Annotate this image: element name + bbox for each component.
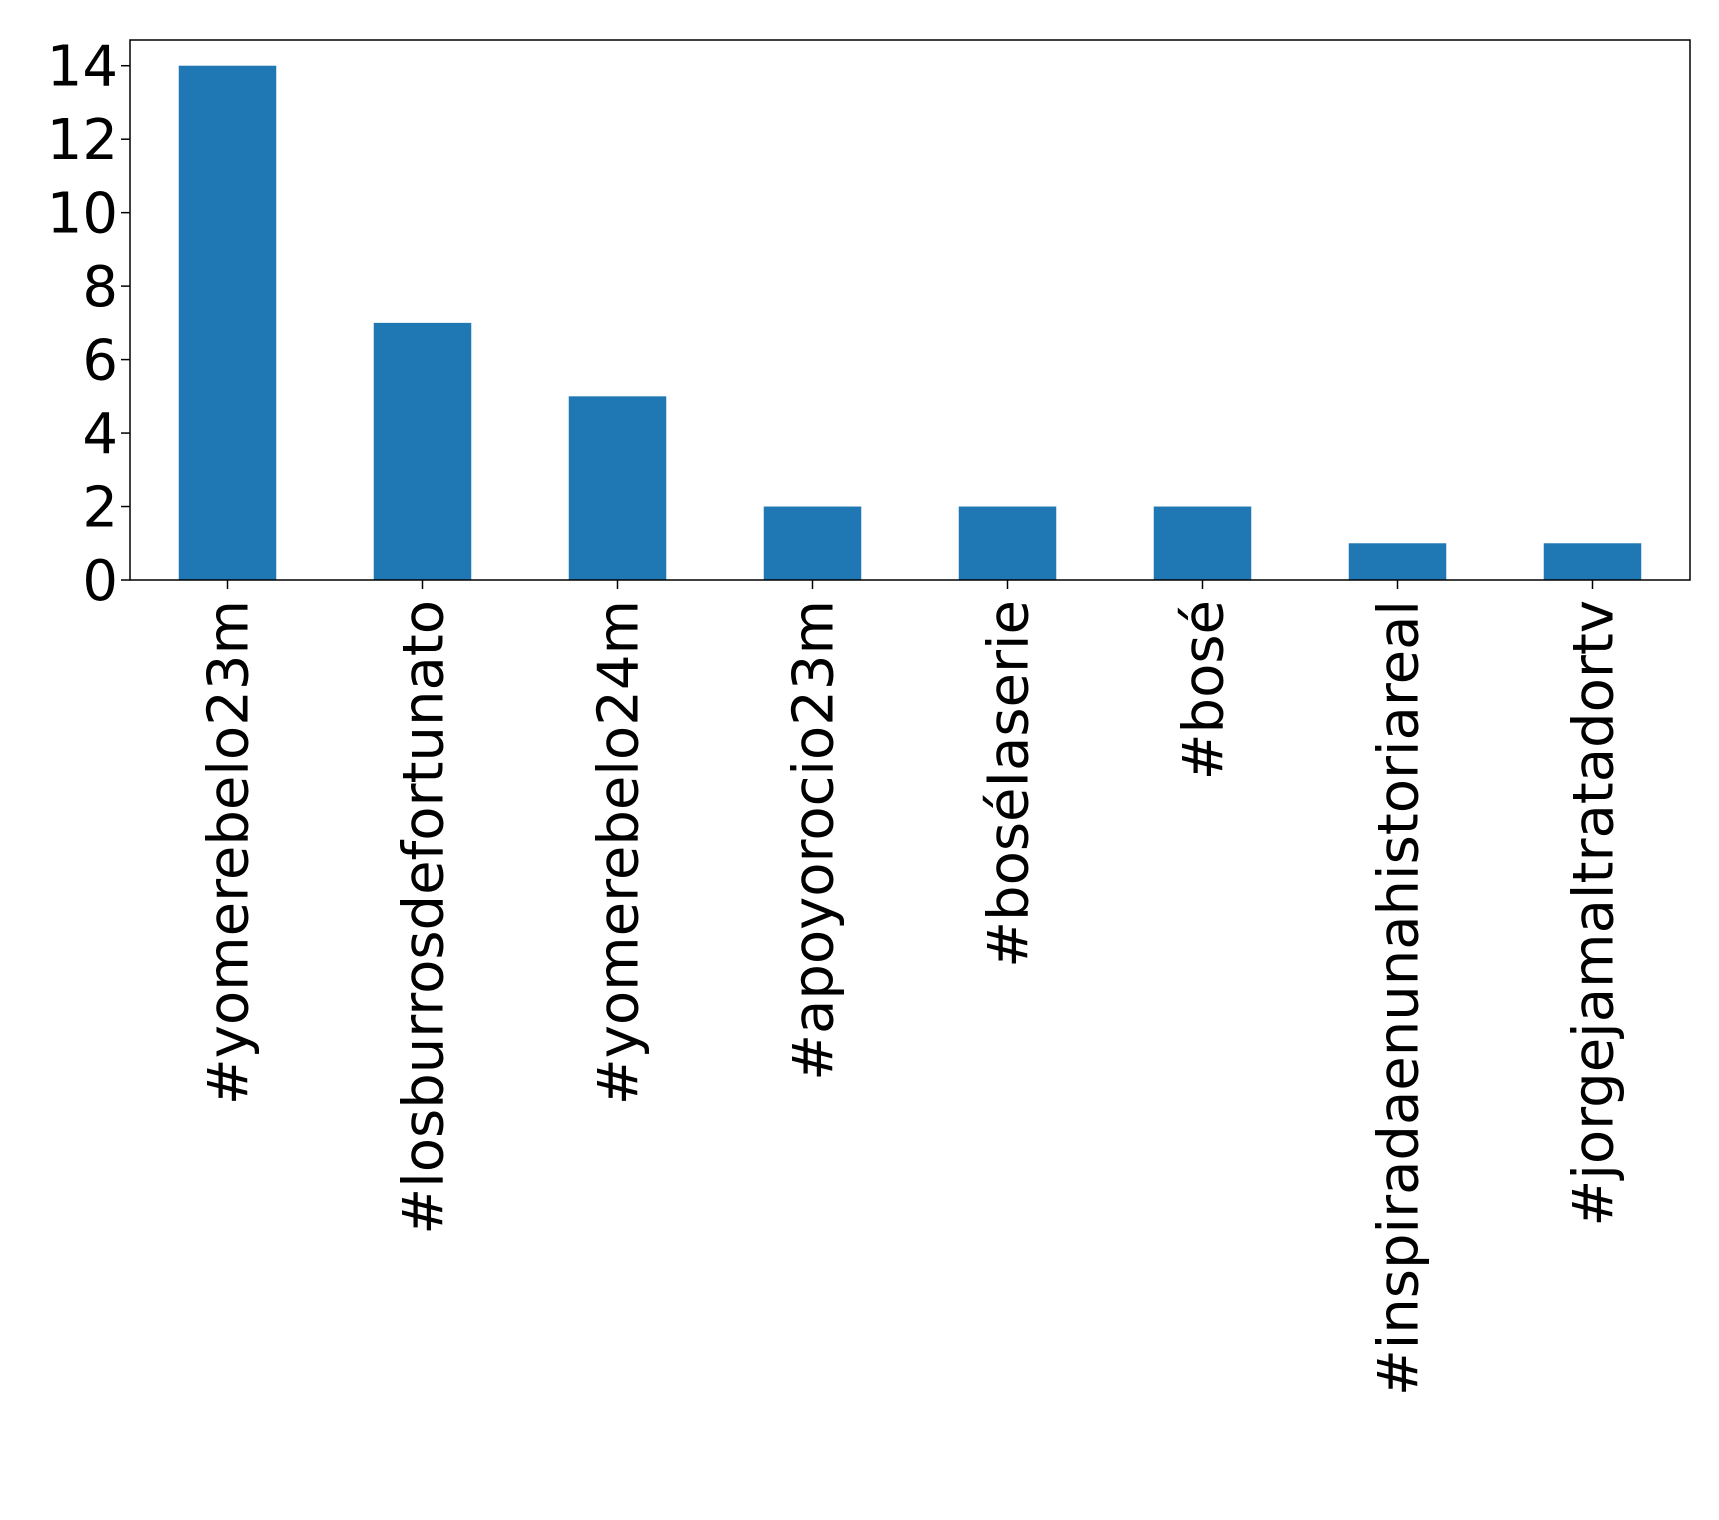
x-tick-label: #yomerebelo23m [197,600,262,1105]
y-tick-label: 12 [47,108,118,173]
x-tick-label: #inspiradaenunahistoriareal [1367,600,1432,1396]
bar [1543,543,1642,580]
x-tick-label: #bosé [1172,600,1237,780]
y-tick-label: 14 [47,35,118,100]
x-axis: #yomerebelo23m #losburrosdefortunato #yome… [197,580,1627,1396]
y-tick-label: 2 [82,476,118,541]
x-tick-label: #apoyorocio23m [782,600,847,1081]
y-tick-label: 8 [82,255,118,320]
x-tick-label: #yomerebelo24m [587,600,652,1105]
y-tick-label: 0 [82,549,118,614]
bar [763,506,862,580]
y-tick-label: 10 [47,182,118,247]
bar [958,506,1057,580]
bars-layer [178,65,1642,580]
bar [1153,506,1252,580]
bar [1348,543,1447,580]
y-tick-label: 4 [82,402,118,467]
x-tick-label: #losburrosdefortunato [392,600,457,1235]
bar [568,396,667,580]
y-axis: 0 2 4 6 8 10 12 14 [47,35,130,614]
x-tick-label: #jorgejamaltratadortv [1562,600,1627,1227]
bar [373,322,472,580]
plot-frame [129,39,1691,581]
y-tick-label: 6 [82,329,118,394]
bar [178,65,277,580]
x-tick-label: #boséIaserie [977,600,1042,968]
